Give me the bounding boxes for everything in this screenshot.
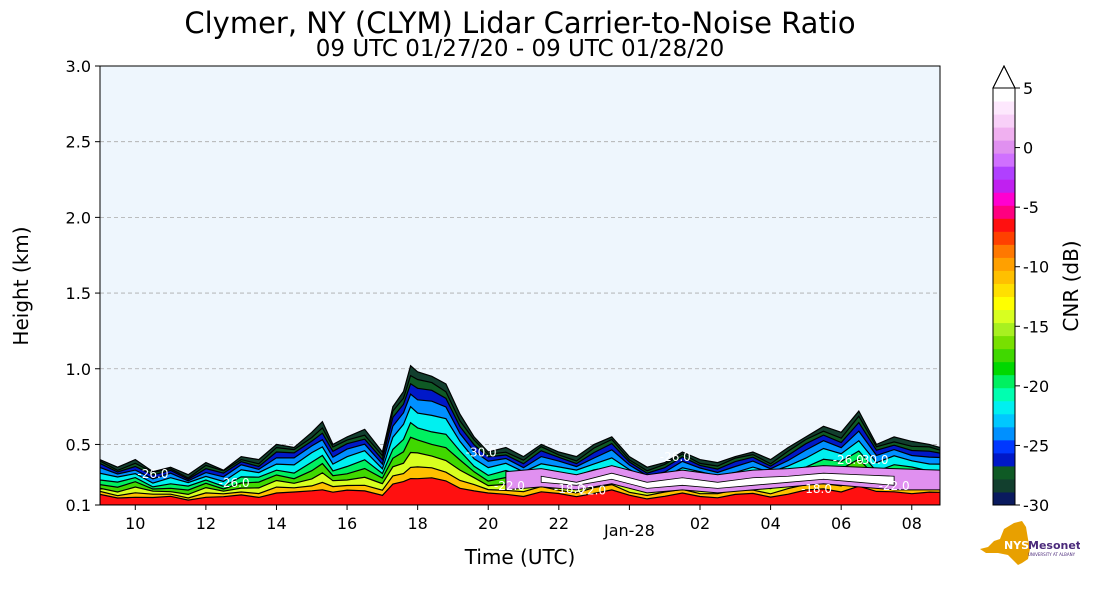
plot-area (100, 66, 940, 505)
cnr-layer (100, 477, 940, 505)
y-tick-label: 3.0 (66, 57, 91, 76)
contour-label: -22.0 (575, 483, 606, 497)
contour-label: -18.0 (801, 482, 832, 496)
colorbar-segment (993, 491, 1015, 506)
y-tick-label: 1.5 (66, 284, 91, 303)
colorbar-segment (993, 231, 1015, 245)
x-tick-label: 06 (831, 514, 851, 533)
colorbar-segment (993, 413, 1015, 428)
colorbar-segment (993, 88, 1015, 102)
nys-state-shape-icon (980, 521, 1030, 565)
colorbar: 5 0 -5 -10 -15 -20 -25 -30 (992, 64, 1049, 515)
cnr-heatmap (100, 364, 940, 505)
contour-label: -26.0 (660, 450, 691, 464)
colorbar-tick-label: -20 (1023, 377, 1049, 396)
colorbar-segment (993, 335, 1015, 350)
colorbar-segment (993, 114, 1015, 128)
y-tick-label: 0.5 (66, 435, 91, 454)
contour-labels: -26.0-26.0-30.0-22.0 -18.0-22.0-26.0 -26.0… (137, 446, 909, 498)
contour-label: -18.0 (554, 482, 585, 496)
x-tick-label: 02 (690, 514, 710, 533)
chart-title: Clymer, NY (CLYM) Lidar Carrier-to-Noise… (184, 6, 856, 40)
x-tick-label: 08 (902, 514, 922, 533)
cnr-band-high (505, 465, 940, 494)
x-tick-label: Jan-28 (603, 521, 655, 540)
colorbar-tick-label: -5 (1023, 198, 1039, 217)
colorbar-segment (993, 101, 1015, 115)
contour-label: -30.0 (466, 446, 497, 460)
colorbar-segment (993, 153, 1015, 167)
colorbar-segment (993, 270, 1015, 284)
y-tick-label: 1.0 (66, 360, 91, 379)
colorbar-segment (993, 296, 1015, 311)
contour-label: -26.0 (219, 476, 250, 490)
colorbar-segment (993, 465, 1015, 480)
colorbar-segment (993, 244, 1015, 258)
contour-label: -30.0 (857, 453, 888, 467)
y-axis-label: Height (km) (9, 226, 33, 345)
nys-mesonet-logo: NYS Mesonet UNIVERSITY AT ALBANY (978, 519, 1081, 567)
colorbar-segment (993, 322, 1015, 337)
colorbar-segment (993, 205, 1015, 219)
colorbar-segment (993, 257, 1015, 271)
colorbar-segment (993, 166, 1015, 180)
svg-text:NYS: NYS (1004, 539, 1029, 552)
plot-frame (99, 65, 941, 506)
y-tick-label: 2.5 (66, 133, 91, 152)
colorbar-frame (992, 64, 1016, 506)
cnr-band-peak (540, 472, 895, 489)
x-tick-label: 18 (407, 514, 427, 533)
colorbar-segment (993, 439, 1015, 454)
colorbar-segment (993, 140, 1015, 154)
colorbar-tick-label: -15 (1023, 317, 1049, 336)
x-axis-label: Time (UTC) (464, 545, 576, 569)
colorbar-segment (993, 387, 1015, 402)
x-tick-label: 04 (760, 514, 780, 533)
colorbar-segment (993, 218, 1015, 232)
colorbar-segment (993, 400, 1015, 415)
colorbar-segment (993, 309, 1015, 324)
colorbar-extend-arrow (992, 64, 1016, 89)
chart-subtitle: 09 UTC 01/27/20 - 09 UTC 01/28/20 (315, 36, 725, 62)
x-tick-label: 10 (125, 514, 145, 533)
y-tick-label: 2.0 (66, 208, 91, 227)
contour-label: -22.0 (879, 479, 910, 493)
svg-text:UNIVERSITY AT ALBANY: UNIVERSITY AT ALBANY (1028, 552, 1076, 557)
colorbar-segment (993, 478, 1015, 493)
contour-label: -26.0 (833, 453, 864, 467)
x-axis: 10 12 14 16 18 20 22 Jan-28 02 04 06 08 (125, 505, 922, 540)
colorbar-tick-label: -30 (1023, 496, 1049, 515)
colorbar-tick-label: -25 (1023, 436, 1049, 455)
colorbar-segment (993, 192, 1015, 206)
x-tick-label: 14 (266, 514, 286, 533)
colorbar-tick-label: 5 (1023, 79, 1033, 98)
colorbar-label: CNR (dB) (1059, 240, 1083, 331)
colorbar-tick-label: 0 (1023, 139, 1033, 158)
contour-label: -22.0 (494, 479, 525, 493)
colorbar-segment (993, 374, 1015, 389)
y-tick-label: 0.1 (66, 496, 91, 515)
x-tick-label: 16 (337, 514, 357, 533)
x-tick-label: 20 (478, 514, 498, 533)
colorbar-segment (993, 179, 1015, 193)
contour-label: -26.0 (137, 467, 168, 481)
svg-text:Mesonet: Mesonet (1028, 539, 1080, 552)
colorbar-tick-label: -10 (1023, 258, 1049, 277)
x-tick-label: 22 (549, 514, 569, 533)
colorbar-segment (993, 426, 1015, 441)
colorbar-segment (993, 127, 1015, 141)
colorbar-segment (993, 283, 1015, 297)
colorbar-segment (993, 452, 1015, 467)
colorbar-segment (993, 361, 1015, 376)
x-tick-label: 12 (196, 514, 216, 533)
colorbar-segment (993, 348, 1015, 363)
y-axis: 0.1 0.5 1.0 1.5 2.0 2.5 3.0 (66, 57, 100, 515)
